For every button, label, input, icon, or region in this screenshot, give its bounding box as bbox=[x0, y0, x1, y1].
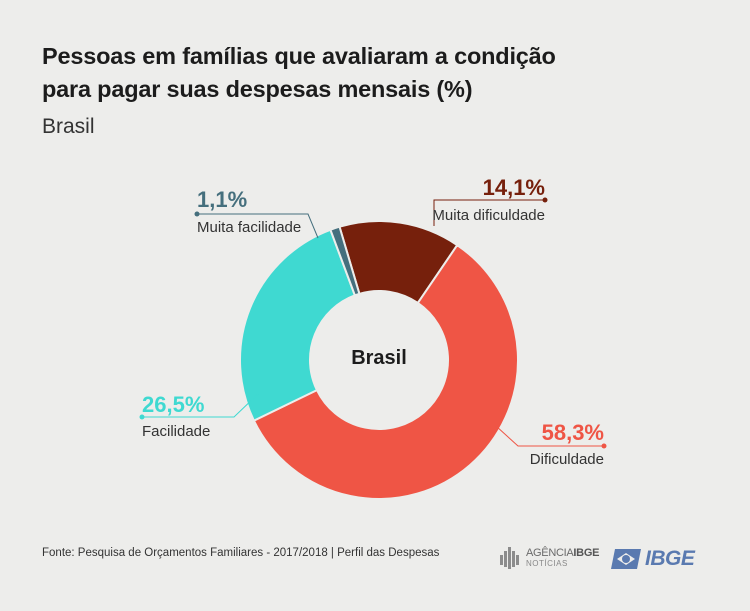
chart-title-line-2: para pagar suas despesas mensais (%) bbox=[42, 76, 473, 102]
ibge-wordmark: IBGE bbox=[645, 547, 695, 570]
agencia-prefix: AGÊNCIA bbox=[526, 547, 574, 559]
value-label-muita-dificuldade: 14,1% bbox=[483, 175, 545, 200]
value-label-facilidade: 26,5% bbox=[142, 392, 204, 417]
agencia-ibge-logo: AGÊNCIAIBGE NOTÍCIAS bbox=[500, 545, 606, 571]
category-label-dificuldade: Dificuldade bbox=[530, 451, 604, 468]
ibge-flag-icon bbox=[611, 549, 641, 569]
slice-muita-facilidade bbox=[329, 225, 361, 297]
source-note: Fonte: Pesquisa de Orçamentos Familiares… bbox=[42, 547, 440, 559]
agencia-sub: NOTÍCIAS bbox=[526, 559, 568, 568]
value-label-dificuldade: 58,3% bbox=[542, 420, 604, 445]
leader-facilidade bbox=[142, 393, 259, 418]
agencia-bars-icon bbox=[500, 547, 519, 569]
ibge-logo: IBGE bbox=[611, 546, 703, 572]
leader-dificuldade bbox=[495, 425, 604, 447]
agencia-brand: IBGE bbox=[573, 547, 600, 559]
chart-subtitle: Brasil bbox=[42, 115, 95, 138]
leader-facilidade-dot bbox=[139, 414, 145, 420]
leader-muita-facilidade bbox=[197, 213, 319, 239]
value-label-muita-facilidade: 1,1% bbox=[197, 187, 247, 212]
leader-muita-facilidade-dot bbox=[194, 211, 200, 217]
slice-facilidade bbox=[239, 228, 357, 422]
category-label-muita-dificuldade: Muita dificuldade bbox=[432, 207, 545, 224]
donut-center-label: Brasil bbox=[351, 347, 407, 369]
leader-dificuldade-dot bbox=[601, 443, 607, 449]
chart-title: Pessoas em famílias que avaliaram a cond… bbox=[42, 40, 682, 106]
chart-title-line-1: Pessoas em famílias que avaliaram a cond… bbox=[42, 43, 556, 69]
leader-muita-dificuldade-dot bbox=[542, 197, 548, 203]
category-label-facilidade: Facilidade bbox=[142, 423, 210, 440]
category-label-muita-facilidade: Muita facilidade bbox=[197, 219, 301, 236]
leader-muita-dificuldade bbox=[433, 199, 545, 226]
slice-dificuldade bbox=[252, 243, 519, 500]
agencia-name: AGÊNCIAIBGE bbox=[526, 547, 599, 559]
